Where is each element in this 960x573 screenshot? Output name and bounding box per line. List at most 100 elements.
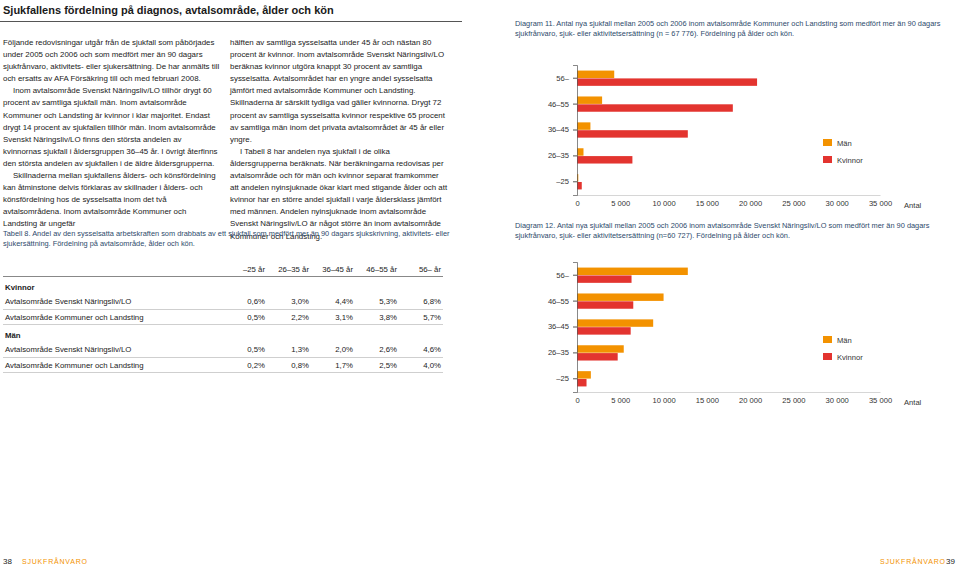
page-number: 38 — [3, 557, 12, 566]
category-tick: 56– — [556, 271, 577, 280]
tick-label: 20 000 — [739, 396, 762, 405]
running-footer: SJUKFRÅNVARO — [880, 558, 946, 565]
x-axis: 05 00010 00015 00020 00025 00030 00035 0… — [575, 392, 892, 405]
bars — [577, 71, 757, 190]
tick-label: 46–55 — [548, 297, 569, 306]
table-row: Avtalsområde Kommuner och Landsting0,5%2… — [3, 309, 443, 324]
bar — [577, 275, 632, 282]
header-rule — [0, 21, 462, 22]
bar — [577, 122, 590, 129]
tick-label: 30 000 — [826, 396, 849, 405]
tick-mark — [573, 301, 577, 302]
category-tick: –25 — [556, 374, 577, 383]
tick-label: –25 — [556, 374, 569, 383]
chart: 05 00010 00015 00020 00025 00030 00035 0… — [548, 263, 922, 408]
legend-swatch — [823, 139, 832, 146]
row-label: Avtalsområde Svenskt Näringsliv/LO — [3, 295, 223, 310]
bar — [577, 327, 631, 334]
category-tick: 36–45 — [548, 322, 577, 331]
legend: Män Kvinnor — [823, 139, 863, 165]
bar — [577, 268, 688, 275]
bar — [577, 293, 664, 300]
legend-swatch — [823, 353, 832, 360]
header-cell: 26–35 år — [267, 262, 311, 277]
tick-mark — [573, 104, 577, 105]
chart-title: Diagram 12. Antal nya sjukfall mellan 20… — [515, 221, 955, 241]
table-row: Avtalsområde Kommuner och Landsting0,2%0… — [3, 357, 443, 372]
tick-label: 5 000 — [611, 199, 630, 208]
paragraph: Skillnaderna mellan sjukfallens ålders- … — [3, 170, 221, 230]
tick-mark — [573, 378, 577, 379]
legend-swatch — [823, 336, 832, 343]
tick-label: 25 000 — [782, 199, 805, 208]
table: –25 år26–35 år36–45 år46–55 år56– årKvin… — [3, 262, 445, 373]
axis-line — [573, 263, 578, 393]
x-tick: 10 000 — [652, 392, 675, 405]
tick-label: 30 000 — [826, 199, 849, 208]
category-tick: 26–35 — [548, 151, 577, 160]
chart-title: Diagram 11. Antal nya sjukfall mellan 20… — [515, 19, 955, 39]
paragraph: hälften av samtliga sysselsatta under 45… — [230, 37, 448, 146]
bars — [577, 268, 688, 387]
data-table: –25 år26–35 år36–45 år46–55 år56– årKvin… — [3, 262, 443, 373]
table-cell: 4,0% — [399, 357, 443, 372]
paragraph: I Tabell 8 har andelen nya sjukfall i de… — [230, 146, 448, 243]
x-tick: 15 000 — [696, 195, 719, 208]
category-tick: 36–45 — [548, 125, 577, 134]
table-cell: 0,2% — [223, 357, 267, 372]
table-cell: 2,6% — [355, 343, 399, 358]
table-cell: 0,5% — [223, 343, 267, 358]
tick-label: 56– — [556, 271, 569, 280]
bar — [577, 379, 587, 386]
header-cell — [3, 262, 223, 277]
legend-label: Kvinnor — [837, 156, 863, 165]
header-cell: –25 år — [223, 262, 267, 277]
tick-label: 35 000 — [869, 396, 892, 405]
tick-mark — [573, 78, 577, 79]
category-tick: 46–55 — [548, 100, 577, 109]
bar — [577, 319, 653, 326]
x-axis: 05 00010 00015 00020 00025 00030 00035 0… — [575, 195, 892, 208]
category-tick: 26–35 — [548, 348, 577, 357]
table-cell: 1,3% — [267, 343, 311, 358]
tick-label: 0 — [575, 199, 579, 208]
x-tick: 0 — [575, 195, 579, 208]
row-label: Avtalsområde Svenskt Näringsliv/LO — [3, 343, 223, 358]
tick-label: 15 000 — [696, 199, 719, 208]
chart: 05 00010 00015 00020 00025 00030 00035 0… — [548, 66, 922, 211]
text-column: hälften av samtliga sysselsatta under 45… — [230, 37, 448, 243]
axis-title: Antal — [904, 201, 922, 210]
bar — [577, 353, 618, 360]
running-footer: SJUKFRÅNVARO — [22, 558, 88, 565]
table-cell: 3,8% — [355, 309, 399, 324]
table-header-row: –25 år26–35 år36–45 år46–55 år56– år — [3, 262, 443, 277]
tick-label: 10 000 — [652, 199, 675, 208]
paragraph: Följande redovisningar utgår från de sju… — [3, 37, 221, 85]
bar — [577, 71, 614, 78]
tick-mark — [573, 130, 577, 131]
table-cell: 3,1% — [311, 309, 355, 324]
tick-mark — [573, 181, 577, 182]
row-label: Avtalsområde Kommuner och Landsting — [3, 309, 223, 324]
x-tick: 10 000 — [652, 195, 675, 208]
x-tick: 20 000 — [739, 392, 762, 405]
header-cell: 46–55 år — [355, 262, 399, 277]
category-axis: 56–46–5536–4526–35–25 — [548, 66, 578, 196]
table-cell: 4,6% — [399, 343, 443, 358]
text-column: Följande redovisningar utgår från de sju… — [3, 37, 221, 231]
axis-line — [578, 195, 881, 196]
legend-label: Män — [837, 139, 852, 148]
bar — [577, 104, 733, 111]
x-tick: 35 000 — [869, 392, 892, 405]
tick-label: 26–35 — [548, 151, 569, 160]
legend-swatch — [823, 156, 832, 163]
x-tick: 5 000 — [611, 195, 630, 208]
table-cell: 3,0% — [267, 295, 311, 310]
tick-label: 46–55 — [548, 100, 569, 109]
x-tick: 5 000 — [611, 392, 630, 405]
bar — [577, 301, 633, 308]
table-cell: 1,7% — [311, 357, 355, 372]
category-tick: 56– — [556, 74, 577, 83]
charts-layer: 0 5 000 10 000 15 000 20 000 25 000 30 000 35 0… — [0, 0, 960, 573]
tick-mark — [573, 275, 577, 276]
